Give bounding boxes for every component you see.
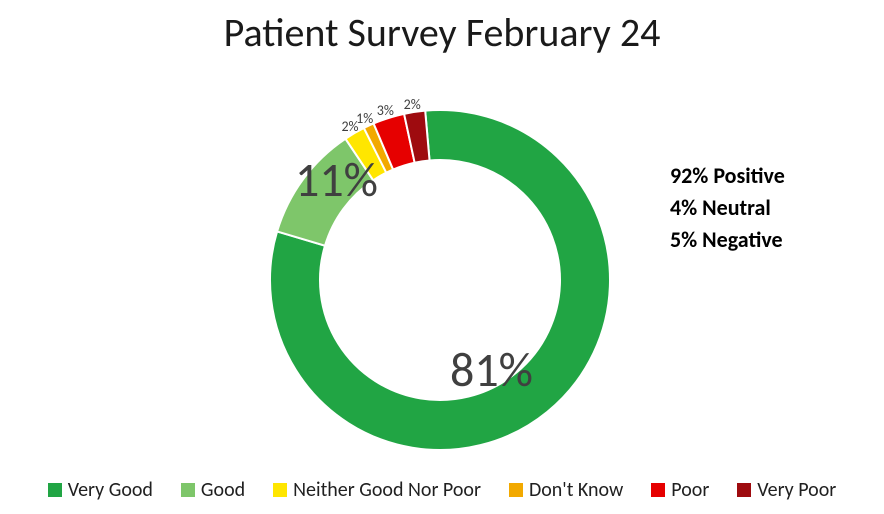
legend-item-very-poor: Very Poor — [737, 478, 836, 502]
tiny-label-poor: 3% — [377, 102, 394, 119]
summary-line-neutral: 4% Neutral — [670, 192, 785, 224]
legend-item-very-good: Very Good — [48, 478, 153, 502]
legend-label: Very Poor — [757, 478, 836, 502]
summary-block: 92% Positive 4% Neutral 5% Negative — [670, 160, 785, 256]
callout-good: 11% — [295, 150, 378, 209]
legend-item-neither-good-nor-poor: Neither Good Nor Poor — [273, 478, 481, 502]
legend-label: Poor — [671, 478, 709, 502]
tiny-label-don-t-know: 1% — [356, 110, 373, 127]
summary-line-positive: 92% Positive — [670, 160, 785, 192]
legend-swatch — [651, 483, 665, 497]
summary-line-negative: 5% Negative — [670, 224, 785, 256]
tiny-label-very-poor: 2% — [404, 96, 421, 113]
legend-swatch — [737, 483, 751, 497]
legend-label: Good — [201, 478, 245, 502]
chart-title: Patient Survey February 24 — [0, 8, 884, 57]
legend-swatch — [273, 483, 287, 497]
legend-swatch — [48, 483, 62, 497]
legend-label: Very Good — [68, 478, 153, 502]
legend-item-good: Good — [181, 478, 245, 502]
legend-item-don-t-know: Don't Know — [509, 478, 623, 502]
legend-label: Neither Good Nor Poor — [293, 478, 481, 502]
legend: Very Good Good Neither Good Nor Poor Don't … — [0, 478, 884, 502]
legend-label: Don't Know — [529, 478, 623, 502]
legend-swatch — [509, 483, 523, 497]
legend-swatch — [181, 483, 195, 497]
legend-item-poor: Poor — [651, 478, 709, 502]
callout-very-good: 81% — [450, 340, 533, 399]
